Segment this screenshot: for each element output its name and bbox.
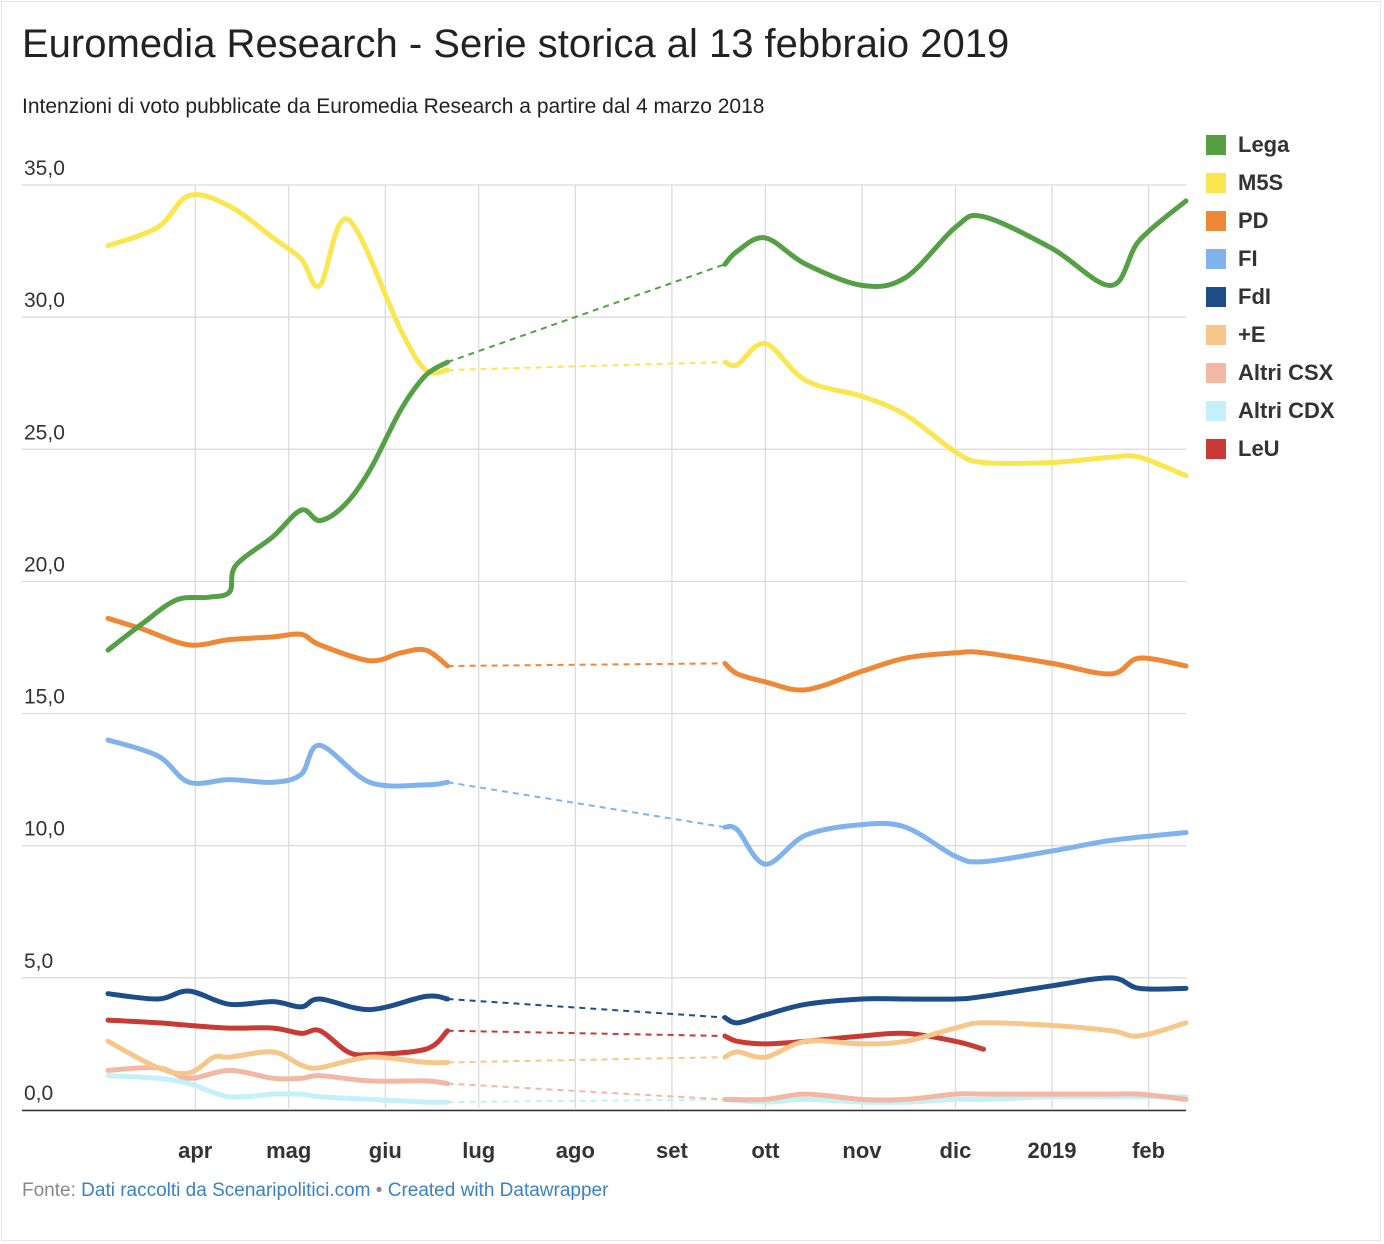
x-tick-label: ott bbox=[751, 1138, 780, 1163]
series-leu bbox=[105, 1017, 986, 1058]
series-line bbox=[722, 341, 1189, 479]
series-line bbox=[722, 1094, 1189, 1105]
legend-label: PD bbox=[1238, 208, 1269, 233]
series-gap-line bbox=[447, 781, 726, 829]
legend-swatch bbox=[1206, 401, 1226, 421]
series-altri-cdx bbox=[105, 1073, 1189, 1105]
series-gap-line bbox=[447, 662, 725, 667]
legend-swatch bbox=[1206, 439, 1226, 459]
series-line bbox=[722, 1030, 986, 1052]
series-line bbox=[722, 820, 1189, 867]
series-gap-line bbox=[447, 1098, 725, 1104]
datawrapper-link[interactable]: Created with Datawrapper bbox=[387, 1180, 609, 1201]
legend-label: FI bbox=[1238, 246, 1258, 271]
legend-swatch bbox=[1206, 211, 1226, 231]
x-tick-label: nov bbox=[842, 1138, 882, 1163]
y-axis-ticks: 0,0 5,0 10,0 15,0 20,0 25,0 30,0 35,0 bbox=[24, 157, 65, 1105]
series-fdi bbox=[105, 975, 1189, 1026]
y-tick-label: 35,0 bbox=[24, 157, 65, 180]
series-lega bbox=[105, 198, 1189, 653]
x-axis-ticks: apr mag giu lug ago set ott nov dic 2019 feb bbox=[178, 1138, 1165, 1163]
legend-swatch bbox=[1206, 249, 1226, 269]
legend-item-fi: FI bbox=[1206, 240, 1335, 278]
x-tick-label: lug bbox=[462, 1138, 495, 1163]
series-gap-line bbox=[447, 998, 725, 1019]
series-e bbox=[105, 1020, 1189, 1077]
x-tick-label: giu bbox=[369, 1138, 402, 1163]
legend-item-altri-csx: Altri CSX bbox=[1206, 354, 1335, 392]
series-line bbox=[105, 192, 451, 376]
legend-swatch bbox=[1206, 287, 1226, 307]
legend-item-leu: LeU bbox=[1206, 430, 1335, 468]
x-tick-label: dic bbox=[940, 1138, 972, 1163]
legend-swatch bbox=[1206, 173, 1226, 193]
series-line bbox=[105, 1038, 451, 1077]
y-tick-label: 20,0 bbox=[24, 553, 65, 576]
grid-lines bbox=[22, 184, 1186, 1112]
series-m5s bbox=[105, 192, 1189, 479]
legend-item-fdi: FdI bbox=[1206, 278, 1335, 316]
x-tick-label: set bbox=[656, 1138, 688, 1163]
legend-item-lega: Lega bbox=[1206, 126, 1335, 164]
x-tick-label: 2019 bbox=[1028, 1138, 1077, 1163]
series-line bbox=[722, 975, 1189, 1026]
series-gap-line bbox=[447, 1082, 725, 1101]
x-tick-label: apr bbox=[178, 1138, 213, 1163]
series-line bbox=[722, 649, 1189, 693]
legend-label: LeU bbox=[1238, 436, 1280, 461]
y-tick-label: 30,0 bbox=[24, 289, 65, 312]
x-tick-label: ago bbox=[556, 1138, 595, 1163]
legend-label: M5S bbox=[1238, 170, 1284, 195]
series-line bbox=[722, 1020, 1189, 1060]
source-link[interactable]: Dati raccolti da Scenaripolitici.com bbox=[81, 1180, 371, 1201]
legend-swatch bbox=[1206, 135, 1226, 155]
legend-item-pd: PD bbox=[1206, 202, 1335, 240]
footer: Fonte: Dati raccolti da Scenaripolitici.… bbox=[22, 1180, 608, 1202]
legend-item-altri-cdx: Altri CDX bbox=[1206, 392, 1335, 430]
chart-title: Euromedia Research - Serie storica al 13… bbox=[22, 22, 1010, 66]
series-gap-line bbox=[447, 1056, 725, 1064]
series-line bbox=[105, 1073, 451, 1105]
series-gap-line bbox=[447, 263, 726, 364]
series-line bbox=[105, 988, 451, 1013]
series-line bbox=[722, 198, 1189, 289]
x-tick-label: mag bbox=[266, 1138, 311, 1163]
series-pd bbox=[105, 615, 1189, 693]
series-fi bbox=[105, 737, 1189, 867]
series-gap-line bbox=[447, 1029, 725, 1037]
y-tick-label: 10,0 bbox=[24, 818, 65, 841]
chart-subtitle: Intenzioni di voto pubblicate da Euromed… bbox=[22, 95, 765, 118]
series-lines bbox=[105, 192, 1189, 1105]
legend-item-e: +E bbox=[1206, 316, 1335, 354]
y-tick-label: 5,0 bbox=[24, 950, 53, 973]
series-line bbox=[105, 359, 451, 653]
legend: Lega M5S PD FI FdI +E Altri CSX Altri CDX LeU bbox=[1206, 126, 1335, 468]
x-tick-label: feb bbox=[1132, 1138, 1165, 1163]
series-line bbox=[105, 615, 451, 669]
y-tick-label: 0,0 bbox=[24, 1082, 53, 1105]
source-prefix: Fonte: bbox=[22, 1180, 76, 1201]
series-line bbox=[722, 1091, 1189, 1103]
y-tick-label: 15,0 bbox=[24, 686, 65, 709]
y-tick-label: 25,0 bbox=[24, 421, 65, 444]
legend-label: FdI bbox=[1238, 284, 1271, 309]
legend-label: Lega bbox=[1238, 132, 1290, 157]
series-gap-line bbox=[447, 361, 725, 371]
legend-label: Altri CSX bbox=[1238, 360, 1334, 385]
legend-label: Altri CDX bbox=[1238, 398, 1335, 423]
series-line bbox=[105, 737, 451, 789]
legend-swatch bbox=[1206, 325, 1226, 345]
legend-swatch bbox=[1206, 363, 1226, 383]
series-line bbox=[105, 1017, 451, 1058]
legend-item-m5s: M5S bbox=[1206, 164, 1335, 202]
legend-label: +E bbox=[1238, 322, 1266, 347]
footer-separator: • bbox=[375, 1180, 383, 1201]
